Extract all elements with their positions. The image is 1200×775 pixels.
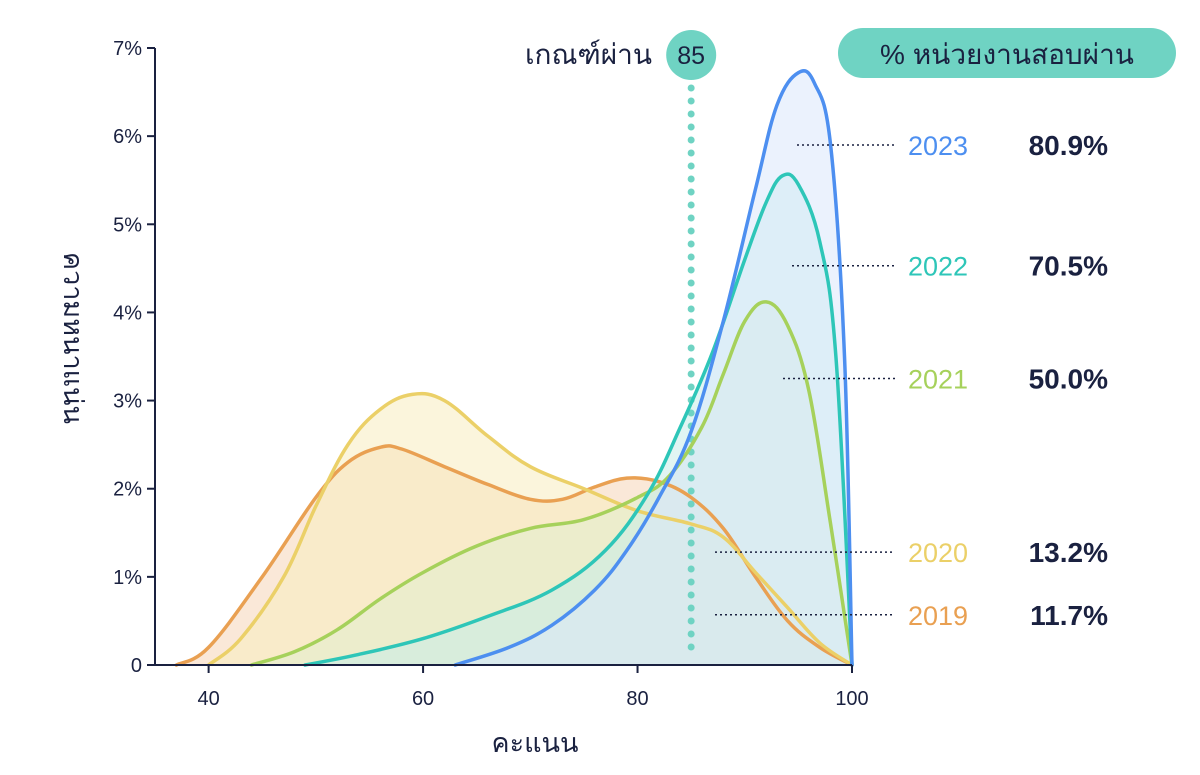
y-tick-label: 4% xyxy=(113,302,142,324)
year-label-2023: 2023 xyxy=(908,131,968,161)
threshold-label: เกณฑ์ผ่าน xyxy=(525,39,652,70)
year-label-2022: 2022 xyxy=(908,252,968,282)
pass-rate-2021: 50.0% xyxy=(1029,364,1108,395)
y-tick-label: 5% xyxy=(113,214,142,236)
y-tick-label: 7% xyxy=(113,38,142,60)
pass-rate-title-badge xyxy=(838,28,1176,78)
threshold-value-label: 85 xyxy=(677,42,705,70)
density-line-2022 xyxy=(303,172,854,667)
pass-rate-2022: 70.5% xyxy=(1029,251,1108,282)
y-tick-label: 6% xyxy=(113,126,142,148)
year-label-2021: 2021 xyxy=(908,365,968,395)
y-tick-label: 2% xyxy=(113,479,142,501)
y-tick-label: 0 xyxy=(131,655,142,677)
density-line-2020 xyxy=(206,391,854,667)
area-fill-2023 xyxy=(455,70,852,665)
year-label-2019: 2019 xyxy=(908,601,968,631)
x-tick-label: 60 xyxy=(412,688,434,710)
x-tick-label: 40 xyxy=(197,688,219,710)
y-tick-label: 3% xyxy=(113,391,142,413)
series-lines xyxy=(174,69,854,667)
pass-rate-2020: 13.2% xyxy=(1029,537,1108,568)
year-label-2020: 2020 xyxy=(908,538,968,568)
pass-rate-2023: 80.9% xyxy=(1029,130,1108,161)
series-annotations: 2019 11.7% 2020 13.2% 2021 50.0% 2022 70.5% 2023… xyxy=(715,130,1108,631)
x-tick-label: 100 xyxy=(835,688,868,710)
x-tick-label: 80 xyxy=(626,688,648,710)
pass-rate-title: % หน่วยงานสอบผ่าน xyxy=(880,39,1134,70)
y-axis-title: ความหนาแน่น xyxy=(58,252,88,424)
x-axis-title: คะแนน xyxy=(492,728,579,758)
y-tick-label: 1% xyxy=(113,567,142,589)
series-fills xyxy=(176,70,853,665)
threshold-badge xyxy=(666,30,717,80)
axes: 0 1% 2% 3% 4% 5% 6% 7% 40 60 80 100 xyxy=(113,38,869,710)
pass-rate-2019: 11.7% xyxy=(1030,600,1108,631)
density-line-2023 xyxy=(453,69,854,667)
